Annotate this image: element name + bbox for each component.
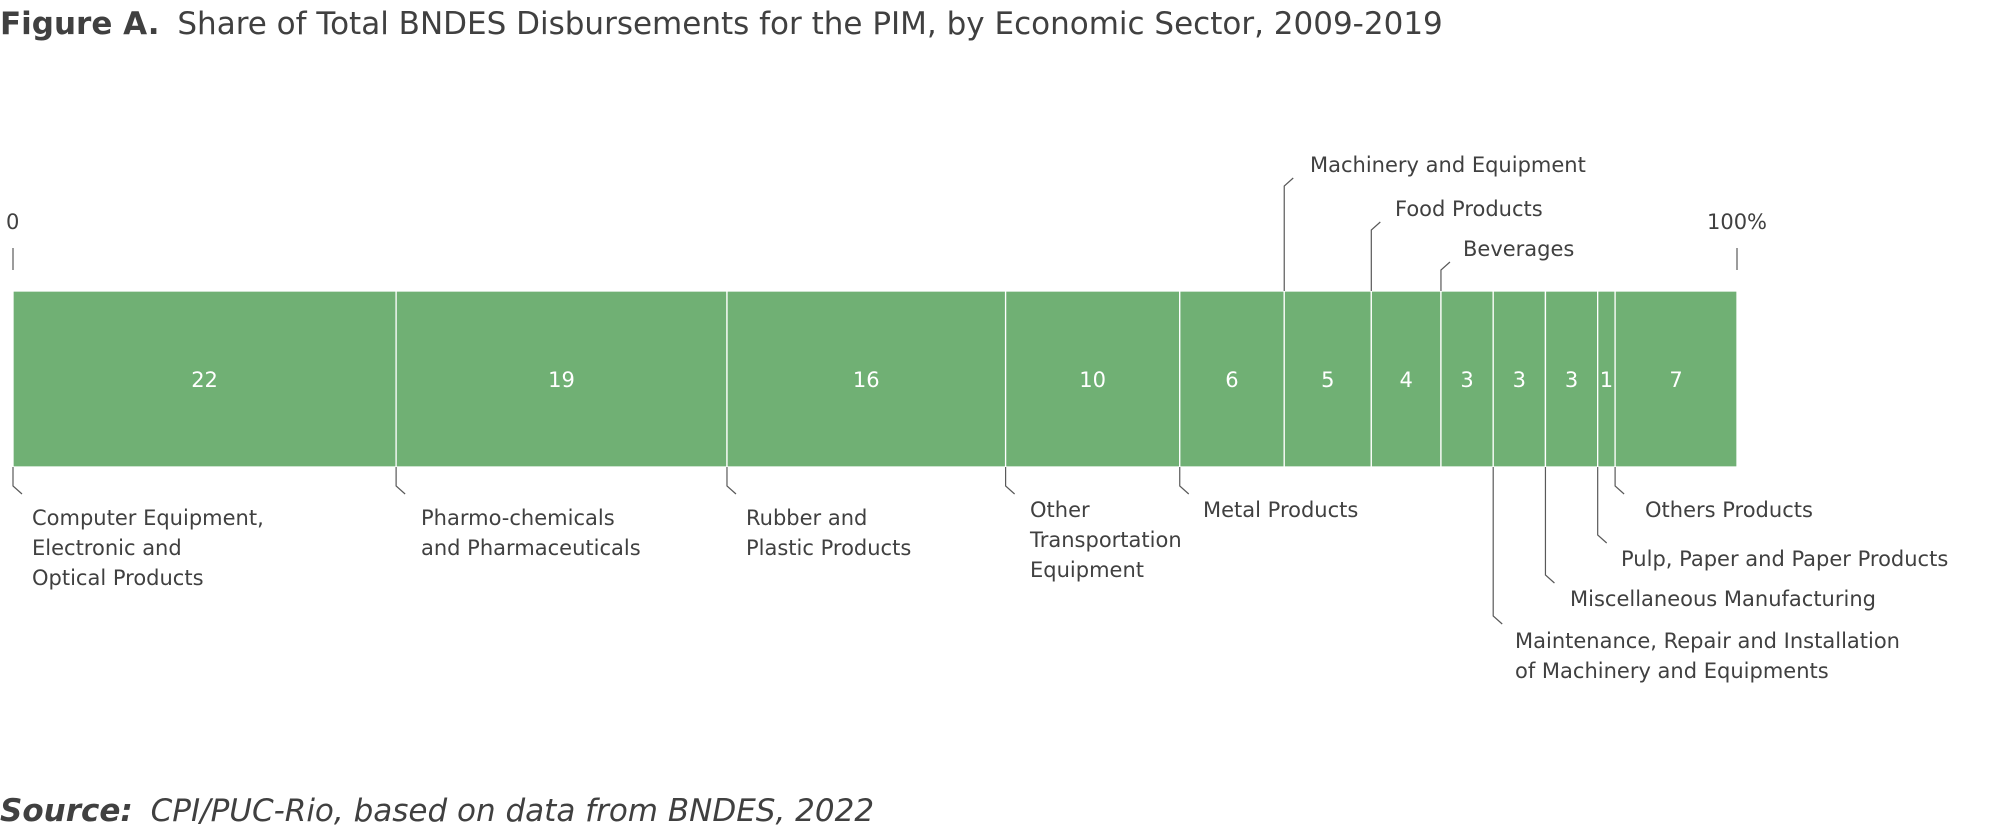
leader-line-maintenance-repair-and-installation-of-machinery-and-equipments [1492, 467, 1503, 625]
source-text: CPI/PUC-Rio, based on data from BNDES, 2… [151, 793, 874, 829]
category-label-pharmo-chemicals-and-pharmaceuticals: Pharmo-chemicals and Pharmaceuticals [421, 506, 641, 560]
axis-start-label: 0 [6, 210, 19, 234]
data-label-beverages: 3 [1460, 368, 1473, 392]
leader-line-metal-products [1179, 467, 1190, 495]
data-label-metal-products: 6 [1225, 368, 1238, 392]
data-label-machinery-and-equipment: 5 [1321, 368, 1334, 392]
bar-segment-machinery-and-equipment [1283, 290, 1372, 468]
bar-segment-pharmo-chemicals-and-pharmaceuticals [395, 290, 728, 468]
bar-segment-food-products [1370, 290, 1442, 468]
data-label-food-products: 4 [1399, 368, 1412, 392]
bar-segment-other-transportation-equipment [1004, 290, 1181, 468]
category-label-miscellaneous-manufacturing: Miscellaneous Manufacturing [1570, 587, 1876, 611]
figure-title: Figure A. Share of Total BNDES Disbursem… [0, 6, 1443, 42]
leader-line-miscellaneous-manufacturing [1544, 467, 1555, 584]
category-labels: Computer Equipment, Electronic and Optical… [12, 153, 1948, 683]
data-label-others-products: 7 [1669, 368, 1682, 392]
category-label-rubber-and-plastic-products: Rubber and Plastic Products [746, 506, 911, 560]
category-label-machinery-and-equipment: Machinery and Equipment [1310, 153, 1586, 177]
category-label-food-products: Food Products [1395, 197, 1543, 221]
bar-segment-rubber-and-plastic-products [726, 290, 1007, 468]
data-label-other-transportation-equipment: 10 [1079, 368, 1106, 392]
source-note: Source: CPI/PUC-Rio, based on data from … [0, 793, 874, 829]
bar-segment-beverages [1440, 290, 1494, 468]
figure-title-prefix: Figure A. [0, 6, 160, 42]
stacked-bar: 22 19 16 10 6 5 4 3 3 3 1 7 [12, 290, 1738, 468]
data-label-rubber-and-plastic-products: 16 [853, 368, 880, 392]
axis-end-label: 100% [1707, 210, 1767, 234]
category-label-metal-products: Metal Products [1203, 498, 1358, 522]
leader-line-computer-equipment-electronic-and-optical-products [12, 467, 23, 495]
category-label-beverages: Beverages [1463, 237, 1574, 261]
data-label-miscellaneous-manufacturing: 3 [1565, 368, 1578, 392]
data-label-maintenance-repair-and-installation-of-machinery-and-equipments: 3 [1513, 368, 1526, 392]
leader-line-machinery-and-equipment [1283, 177, 1294, 291]
category-label-maintenance-repair-and-installation-of-machinery-and-equipments: Maintenance, Repair and Installation of M… [1515, 629, 1900, 683]
category-label-others-products: Others Products [1645, 498, 1813, 522]
leader-line-beverages [1440, 261, 1451, 291]
bar-segment-maintenance-repair-and-installation-of-machinery-and-equipments [1492, 290, 1547, 468]
category-label-computer-equipment-electronic-and-optical-products: Computer Equipment, Electronic and Optical… [32, 506, 264, 590]
category-label-pulp-paper-and-paper-products: Pulp, Paper and Paper Products [1621, 547, 1948, 571]
leader-line-pharmo-chemicals-and-pharmaceuticals [395, 467, 406, 495]
source-prefix: Source: [0, 793, 133, 829]
leader-line-other-transportation-equipment [1005, 467, 1016, 495]
figure-title-text: Share of Total BNDES Disbursements for t… [177, 6, 1442, 42]
leader-line-pulp-paper-and-paper-products [1597, 467, 1608, 544]
leader-line-others-products [1614, 467, 1625, 495]
leader-line-rubber-and-plastic-products [726, 467, 737, 495]
bar-segment-others-products [1614, 290, 1738, 468]
data-label-computer-equipment-electronic-and-optical-products: 22 [191, 368, 218, 392]
leader-line-food-products [1370, 221, 1381, 291]
category-label-other-transportation-equipment: Other Transportation Equipment [1029, 498, 1182, 582]
data-label-pulp-paper-and-paper-products: 1 [1600, 368, 1613, 392]
bar-segment-computer-equipment-electronic-and-optical-products [12, 290, 397, 468]
bar-segment-miscellaneous-manufacturing [1544, 290, 1599, 468]
data-label-pharmo-chemicals-and-pharmaceuticals: 19 [548, 368, 575, 392]
